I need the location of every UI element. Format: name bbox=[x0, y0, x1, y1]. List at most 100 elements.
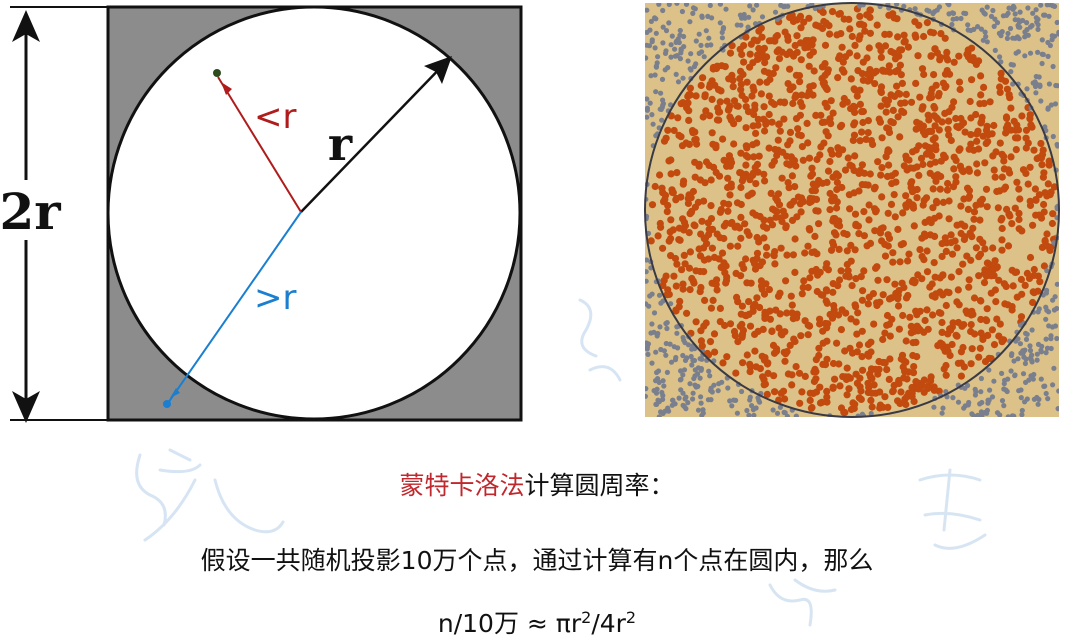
inside-sample-point bbox=[885, 62, 893, 70]
inside-sample-point bbox=[873, 299, 881, 307]
outside-sample-point bbox=[675, 79, 682, 85]
outside-sample-point bbox=[1044, 268, 1050, 274]
inside-sample-point bbox=[737, 86, 745, 94]
inside-sample-point bbox=[806, 274, 814, 282]
inside-sample-point bbox=[853, 330, 861, 338]
inside-sample-point bbox=[753, 139, 761, 147]
inside-sample-point bbox=[996, 139, 1004, 147]
inside-sample-point bbox=[918, 105, 926, 113]
outside-sample-point bbox=[654, 386, 660, 392]
inside-sample-point bbox=[977, 329, 985, 337]
inside-sample-point bbox=[767, 37, 776, 45]
inside-sample-point bbox=[808, 170, 817, 178]
inside-sample-point bbox=[829, 173, 837, 181]
outside-sample-point bbox=[1018, 395, 1024, 401]
outside-sample-point bbox=[734, 410, 741, 416]
inside-sample-point bbox=[833, 339, 841, 347]
inside-sample-point bbox=[897, 71, 905, 79]
inside-sample-point bbox=[858, 353, 866, 361]
outside-sample-point bbox=[690, 10, 696, 16]
inside-sample-point bbox=[882, 108, 890, 116]
inside-sample-point bbox=[977, 91, 985, 99]
inside-sample-point bbox=[869, 140, 877, 149]
inside-sample-point bbox=[719, 359, 727, 367]
inside-sample-point bbox=[936, 56, 944, 64]
outside-sample-point bbox=[1007, 25, 1014, 32]
outside-sample-point bbox=[1039, 60, 1045, 67]
inside-sample-point bbox=[761, 177, 769, 185]
inside-sample-point bbox=[858, 296, 867, 304]
outside-sample-point bbox=[683, 394, 689, 400]
inside-sample-point bbox=[796, 78, 804, 86]
inside-sample-point bbox=[808, 187, 816, 195]
inside-sample-point bbox=[872, 264, 880, 272]
inside-sample-point bbox=[751, 101, 759, 109]
inside-sample-point bbox=[945, 215, 953, 223]
inside-sample-point bbox=[665, 237, 673, 245]
outside-sample-point bbox=[1054, 19, 1059, 26]
outside-sample-point bbox=[738, 22, 744, 28]
inside-sample-point bbox=[961, 233, 969, 241]
outside-sample-point bbox=[1030, 80, 1036, 86]
outside-sample-point bbox=[1056, 29, 1059, 35]
inside-arrowhead bbox=[221, 82, 232, 95]
outside-sample-point bbox=[1027, 50, 1034, 56]
outside-sample-point bbox=[1054, 206, 1059, 212]
inside-sample-point bbox=[711, 348, 719, 356]
inside-sample-point bbox=[924, 111, 932, 119]
inside-sample-point bbox=[765, 144, 773, 152]
inside-sample-point bbox=[927, 93, 936, 101]
outside-sample-point bbox=[673, 39, 679, 46]
outside-sample-point bbox=[677, 56, 684, 62]
inside-sample-point bbox=[865, 216, 873, 224]
outside-sample-point bbox=[688, 51, 694, 57]
inside-sample-point bbox=[950, 58, 958, 66]
inside-sample-point bbox=[656, 171, 664, 179]
inside-sample-point bbox=[663, 208, 671, 216]
inside-sample-point bbox=[1025, 274, 1034, 282]
outside-sample-point bbox=[756, 398, 762, 404]
inside-sample-point bbox=[743, 228, 751, 236]
inside-sample-point bbox=[993, 315, 1001, 323]
outside-sample-point bbox=[1039, 343, 1045, 349]
inside-sample-point bbox=[796, 39, 805, 47]
outside-sample-point bbox=[664, 369, 671, 375]
inside-sample-point bbox=[659, 281, 667, 290]
inside-sample-point bbox=[846, 161, 854, 169]
inside-sample-point bbox=[692, 318, 700, 326]
inside-sample-point bbox=[834, 172, 843, 180]
inside-sample-point bbox=[952, 114, 960, 123]
outside-sample-point bbox=[1039, 37, 1045, 43]
inside-sample-point bbox=[907, 184, 915, 192]
inside-sample-point bbox=[913, 311, 921, 319]
inside-sample-point bbox=[731, 223, 739, 231]
inside-sample-point bbox=[1049, 210, 1057, 218]
outside-sample-point bbox=[931, 404, 937, 410]
inside-sample-point bbox=[789, 99, 797, 108]
inside-sample-point bbox=[902, 337, 910, 345]
inside-sample-point bbox=[773, 208, 781, 216]
inside-sample-point bbox=[1015, 209, 1023, 217]
inside-sample-point bbox=[977, 315, 985, 324]
inside-sample-point bbox=[762, 243, 771, 251]
inside-sample-point bbox=[647, 237, 655, 245]
inside-sample-point bbox=[730, 140, 738, 148]
inside-sample-point bbox=[853, 52, 861, 60]
inside-sample-point bbox=[942, 82, 950, 90]
inside-sample-point bbox=[738, 177, 747, 185]
inside-sample-point bbox=[767, 189, 775, 197]
outside-sample-point bbox=[739, 388, 745, 395]
inside-sample-point bbox=[944, 125, 952, 133]
inside-sample-point bbox=[787, 153, 795, 161]
outside-sample-point bbox=[990, 7, 996, 14]
inside-sample-point bbox=[903, 155, 911, 163]
outside-sample-point bbox=[725, 385, 731, 391]
inside-sample-point bbox=[844, 373, 852, 381]
inside-sample-point bbox=[864, 117, 873, 125]
inside-sample-point bbox=[859, 366, 867, 374]
inside-sample-point bbox=[1000, 280, 1008, 288]
outside-sample-point bbox=[655, 54, 661, 60]
inside-sample-point bbox=[975, 253, 983, 261]
inside-sample-point bbox=[761, 127, 769, 135]
outside-sample-point bbox=[991, 23, 997, 29]
